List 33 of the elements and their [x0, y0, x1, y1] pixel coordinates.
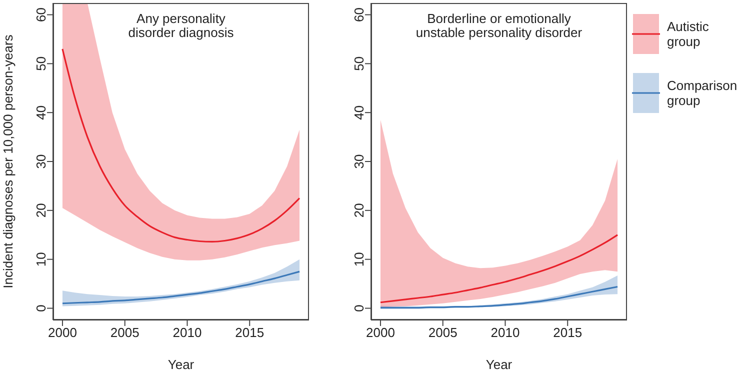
y-tick-label: 40 [352, 105, 367, 120]
line-series [380, 286, 618, 309]
x-tick-label: 2015 [553, 325, 582, 340]
legend-label: Comparison group [667, 78, 738, 108]
x-tick-label: 2010 [490, 325, 520, 340]
y-axis-title: Incident diagnoses per 10,000 person-years [0, 34, 16, 288]
y-tick-label: 60 [352, 8, 367, 22]
line-series [62, 270, 300, 304]
x-axis-title: Year [486, 357, 513, 372]
x-axis-title: Year [168, 357, 195, 372]
x-tick-label: 2005 [428, 325, 458, 340]
y-tick-label: 30 [34, 154, 49, 169]
line-series [380, 234, 618, 304]
x-tick-label: 2000 [48, 325, 77, 340]
y-tick-label: 0 [352, 304, 367, 312]
y-tick-label: 50 [352, 56, 367, 71]
y-tick-label: 40 [34, 105, 49, 120]
y-tick-label: 30 [352, 154, 367, 169]
y-tick-label: 10 [34, 252, 49, 267]
x-tick-label: 2015 [235, 325, 264, 340]
x-tick-label: 2010 [172, 325, 202, 340]
text: Any personality disorder diagnosis [127, 11, 235, 40]
line-series [62, 48, 300, 243]
y-tick-label: 0 [34, 304, 49, 312]
y-tick-label: 10 [352, 252, 367, 267]
legend-label: Autistic group [667, 19, 709, 49]
x-tick-label: 2000 [366, 325, 395, 340]
y-tick-label: 50 [34, 56, 49, 71]
x-tick-label: 2005 [110, 325, 140, 340]
y-tick-label: 20 [34, 203, 49, 218]
y-tick-label: 20 [352, 203, 367, 218]
text: Borderline or emotionally unstable personality disorder [414, 11, 584, 40]
y-tick-label: 60 [34, 8, 49, 22]
